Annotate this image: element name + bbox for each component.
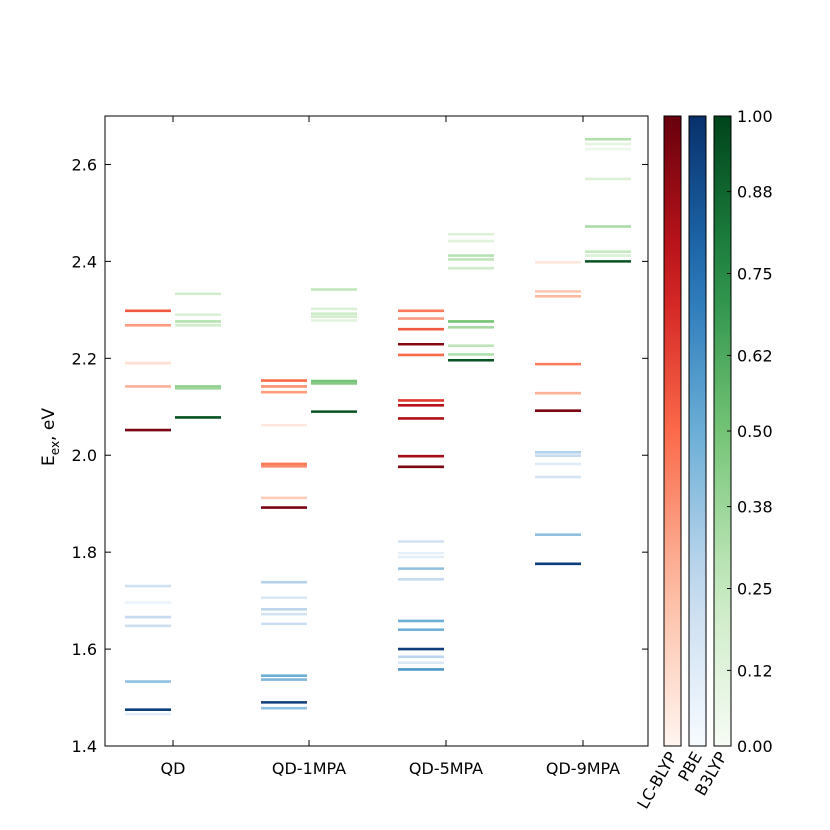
y-tick-label: 1.4 <box>72 737 97 756</box>
y-axis-label-symbol: E <box>39 455 59 466</box>
y-tick-label: 1.8 <box>72 543 97 562</box>
colorbar-tick-label: 0.12 <box>737 661 773 680</box>
colorbar-label: LC-BLYP <box>633 748 681 812</box>
x-tick-label: QD-9MPA <box>546 759 620 778</box>
x-axis: QD QD-1MPA QD-5MPA QD-9MPA <box>161 116 620 778</box>
colorbar-tick-label: 0.50 <box>737 422 773 441</box>
colorbar-tick-label: 0.88 <box>737 183 773 202</box>
colorbar-tick-label: 0.38 <box>737 498 773 517</box>
colorbar-tick-label: 0.75 <box>737 265 773 284</box>
colorbar-tick-label: 0.00 <box>737 737 773 756</box>
y-tick-label: 2.4 <box>72 252 97 271</box>
colorbar-tick-label: 0.62 <box>737 346 773 365</box>
colorbar-tick-label: 0.25 <box>737 580 773 599</box>
plot-frame <box>104 115 649 747</box>
x-tick-label: QD-5MPA <box>409 759 483 778</box>
y-axis-label: Eex, eV <box>39 408 62 466</box>
y-tick-label: 1.6 <box>72 640 97 659</box>
colorbars: LC-BLYPPBEB3LYP0.000.120.250.380.500.620… <box>633 107 772 812</box>
y-tick-label: 2.0 <box>72 446 97 465</box>
y-axis: 1.4 1.6 1.8 2.0 2.2 2.4 2.6 <box>72 155 648 756</box>
y-tick-label: 2.2 <box>72 349 97 368</box>
plot-area <box>104 115 649 747</box>
x-tick-label: QD <box>161 759 186 778</box>
y-tick-label: 2.6 <box>72 155 97 174</box>
y-axis-label-unit: , eV <box>39 408 59 441</box>
x-tick-label: QD-1MPA <box>272 759 346 778</box>
colorbar-pbe <box>688 115 707 747</box>
colorbar-tick-label: 1.00 <box>737 107 773 126</box>
colorbar-lc-blyp <box>663 115 682 747</box>
y-axis-label-subscript: ex <box>48 441 62 455</box>
